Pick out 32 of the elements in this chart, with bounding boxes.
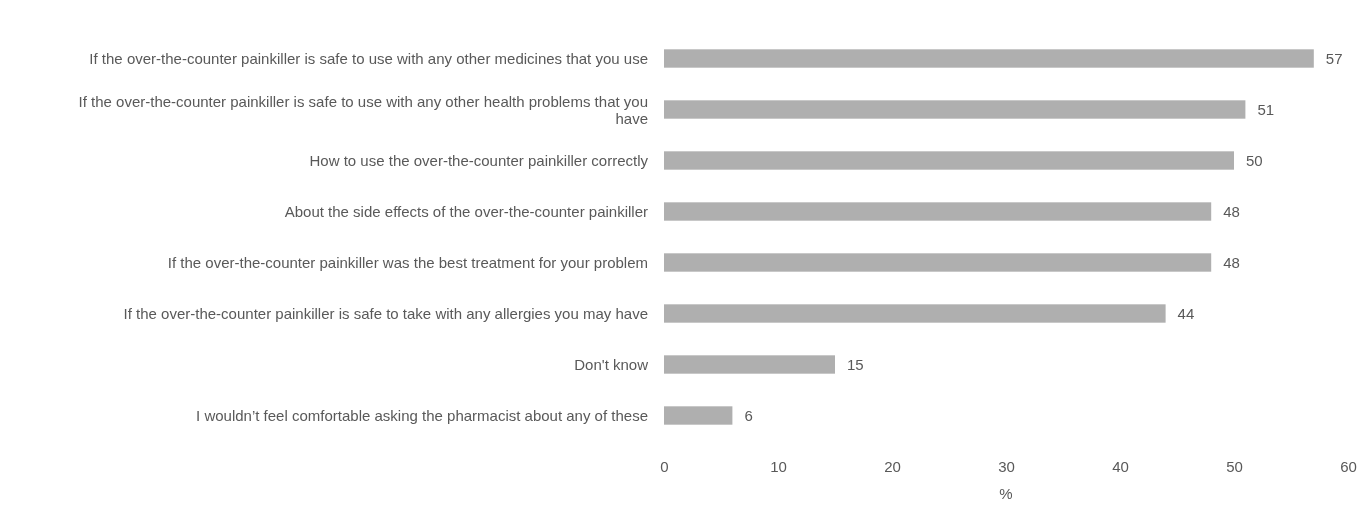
y-tick-label: How to use the over-the-counter painkiller correctly — [309, 151, 649, 169]
data-label: 6 — [744, 406, 753, 424]
bar — [664, 406, 733, 425]
data-label: 51 — [1257, 100, 1275, 118]
x-tick-label: 0 — [660, 457, 669, 475]
data-label: 48 — [1223, 202, 1240, 220]
bar — [664, 100, 1246, 119]
x-axis-title: % — [999, 485, 1013, 502]
x-tick-label: 60 — [1340, 457, 1357, 475]
y-tick-label: If the over-the-counter painkiller was the best treatment for your problem — [167, 253, 648, 271]
y-tick-label: I wouldn’t feel comfortable asking the pharmacist about any of these — [196, 406, 648, 424]
data-label: 44 — [1177, 304, 1195, 322]
y-tick-label: Don't know — [574, 355, 649, 373]
y-tick-label: If the over-the-counter painkiller is safe to use with any other medicines that you use — [89, 49, 648, 67]
x-tick-label: 10 — [770, 457, 787, 475]
x-tick-label: 50 — [1226, 457, 1243, 475]
bar — [664, 304, 1166, 323]
x-tick-label: 20 — [884, 457, 901, 475]
y-tick-label: About the side effects of the over-the-counter painkiller — [284, 202, 648, 220]
data-label: 50 — [1246, 151, 1263, 169]
bar — [664, 253, 1212, 272]
y-tick-label: If the over-the-counter painkiller is safe to take with any allergies you may have — [123, 304, 648, 322]
bar — [664, 355, 835, 374]
data-label: 15 — [847, 355, 864, 373]
bar — [664, 202, 1212, 221]
data-label: 48 — [1223, 253, 1240, 271]
x-tick-label: 30 — [998, 457, 1015, 475]
x-tick-label: 40 — [1112, 457, 1129, 475]
bar — [664, 151, 1234, 170]
bar — [664, 49, 1314, 68]
data-label: 57 — [1325, 49, 1343, 67]
y-tick-label: If the over-the-counter painkiller is safe to use with any other health problems that you have — [78, 92, 648, 127]
